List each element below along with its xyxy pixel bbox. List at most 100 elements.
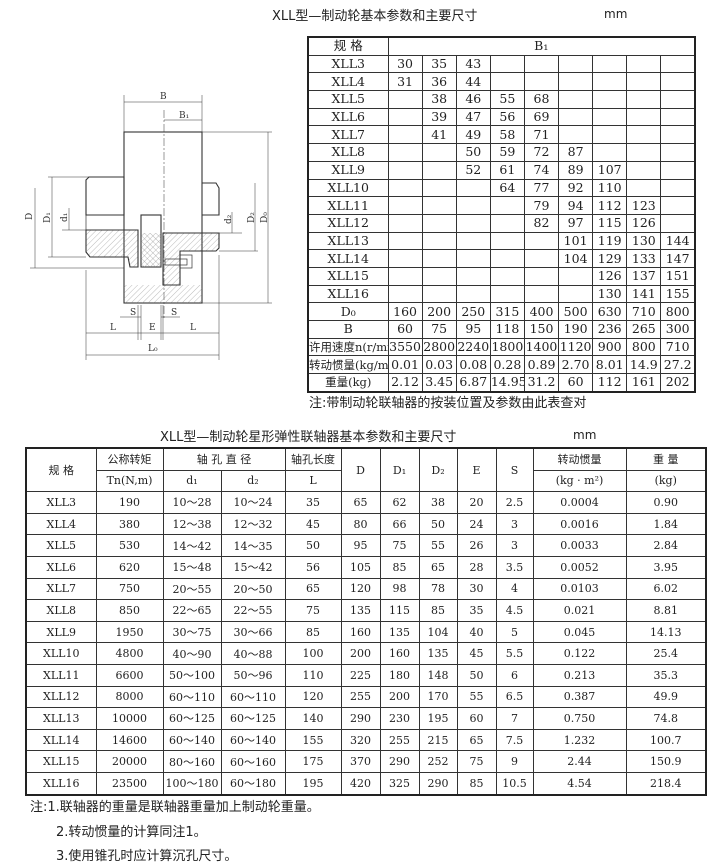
table2-title: XLL型—制动轮星形弹性联轴器基本参数和主要尺寸: [160, 430, 457, 445]
table2-note-1: 注:1.联轴器的重量是联轴器重量加上制动轮重量。: [30, 800, 320, 815]
table-cell: [421, 266, 457, 286]
table-cell: [421, 143, 457, 162]
table-row: XLL14 14600 60～140 60～140 155 320 255 215 65 7.5 1…: [25, 728, 707, 752]
table-cell: 135: [340, 599, 381, 622]
row-label: XLL10: [307, 178, 389, 198]
table-cell: 118: [489, 320, 525, 339]
table-cell: 15～48: [162, 555, 222, 579]
table-cell: 50～100: [162, 663, 222, 687]
table-cell: 75: [379, 534, 420, 557]
table-cell: 61: [489, 160, 525, 180]
table-cell: [421, 160, 457, 180]
table-cell: 45: [456, 642, 497, 665]
table-cell: XLL14: [25, 728, 97, 752]
table-cell: 60: [387, 320, 423, 339]
dim-L0: L₀: [148, 344, 158, 354]
table-cell: [455, 231, 491, 251]
table-cell: 100: [284, 642, 342, 665]
table-cell: 78: [418, 577, 458, 601]
table-cell: 0.122: [532, 642, 627, 665]
table-cell: 89: [558, 160, 594, 180]
header-E: E: [456, 447, 497, 493]
table-cell: 38: [421, 90, 457, 109]
brake-wheel-table: 规 格 B₁ XLL3 30 35 43 XLL4 31 36 44 XLL5 38 46 55 68 X…: [307, 36, 696, 393]
table-row-xll5: XLL5 38 46 55 68: [307, 90, 696, 109]
table-cell: [626, 178, 662, 198]
row-label: XLL7: [307, 125, 389, 145]
table-cell: [387, 107, 423, 127]
table-cell: 4.5: [495, 599, 534, 622]
table-cell: 148: [418, 663, 458, 687]
table-cell: 161: [626, 373, 662, 393]
table-row-param: 转动惯量(kg/m²)0.010.030.080.280.892.708.011…: [307, 355, 696, 375]
table-cell: 175: [284, 750, 342, 773]
table-cell: XLL11: [25, 663, 97, 687]
table-cell: 1950: [95, 620, 164, 644]
table-cell: 55: [456, 685, 497, 709]
table-cell: 190: [95, 491, 164, 514]
table-cell: 10.5: [495, 771, 534, 796]
table-cell: 110: [592, 178, 628, 198]
dim-B: B: [160, 92, 167, 102]
table-cell: 77: [523, 178, 560, 198]
table-row-xll14: XLL14 104 129 133 147: [307, 249, 696, 268]
table-cell: XLL8: [25, 599, 97, 622]
dimension-lines: [30, 95, 272, 360]
header-d2: d₂: [220, 469, 286, 493]
table-cell: 35.3: [625, 663, 707, 687]
table-cell: [489, 196, 525, 215]
table-cell: XLL4: [25, 512, 97, 536]
table-cell: 800: [626, 337, 662, 357]
table-cell: [387, 284, 423, 304]
table-cell: 3550: [387, 337, 423, 357]
table-cell: 49.9: [625, 685, 707, 709]
table-cell: 3: [495, 512, 534, 536]
table-cell: [558, 125, 594, 145]
table-cell: [626, 90, 662, 109]
table-cell: [558, 90, 594, 109]
table-cell: 56: [489, 107, 525, 127]
table-cell: 75: [421, 320, 457, 339]
table-cell: 98: [379, 577, 420, 601]
table-cell: 60～110: [220, 685, 286, 709]
table-cell: 30: [387, 54, 423, 74]
table-cell: 290: [340, 707, 381, 730]
header-bore: 轴 孔 直 径: [162, 447, 286, 471]
table-cell: XLL6: [25, 555, 97, 579]
table-cell: 20～50: [220, 577, 286, 601]
table-cell: 290: [418, 771, 458, 796]
table-cell: 290: [379, 750, 420, 773]
table-cell: 55: [489, 90, 525, 109]
table-cell: 49: [455, 125, 491, 145]
table-cell: 5.5: [495, 642, 534, 665]
table-cell: 30: [456, 577, 497, 601]
table-cell: 12～32: [220, 512, 286, 536]
table-cell: [558, 72, 594, 92]
table-cell: 39: [421, 107, 457, 127]
table-cell: [421, 178, 457, 198]
table-cell: 0.0103: [532, 577, 627, 601]
table-cell: 150: [523, 320, 560, 339]
table-cell: [660, 107, 696, 127]
table-cell: 160: [387, 302, 423, 321]
table-cell: 230: [379, 707, 420, 730]
table-cell: [523, 249, 560, 268]
table-cell: 120: [284, 685, 342, 709]
header-torque-unit: Tn(N,m): [95, 469, 164, 493]
table-cell: 72: [523, 143, 560, 162]
table-cell: 8000: [95, 685, 164, 709]
table-cell: 115: [379, 599, 420, 622]
table-cell: 58: [489, 125, 525, 145]
table-cell: 92: [558, 178, 594, 198]
table-row-xll11: XLL11 79 94 112 123: [307, 196, 696, 215]
table-row-xll9: XLL9 52 61 74 89 107: [307, 160, 696, 180]
row-label: B: [307, 320, 389, 339]
table-cell: 1800: [489, 337, 525, 357]
dim-d2: d₂: [224, 214, 234, 224]
table-cell: XLL7: [25, 577, 97, 601]
table-cell: 35: [456, 599, 497, 622]
table-cell: 0.387: [532, 685, 627, 709]
dim-D2: D₂: [247, 212, 257, 223]
row-label: XLL4: [307, 72, 389, 92]
table-cell: [489, 72, 525, 92]
